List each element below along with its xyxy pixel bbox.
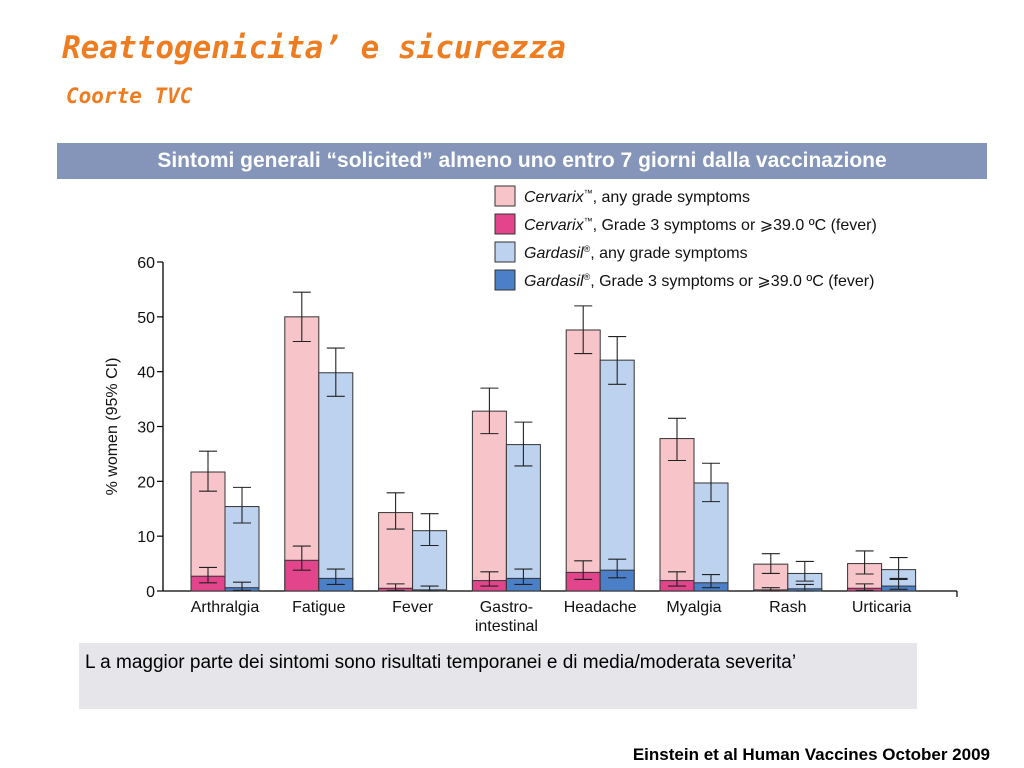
bar-group	[284, 291, 354, 592]
bar-any-grade	[659, 438, 695, 592]
legend-item: Gardasil®, Grade 3 symptoms or ⩾39.0 ºC …	[494, 269, 874, 291]
bar-any-grade	[565, 329, 601, 592]
chart-banner: Sintomi generali “solicited” almeno uno …	[57, 143, 987, 179]
y-tick-label: 50	[137, 310, 155, 327]
bar-any-grade	[505, 444, 541, 592]
y-axis-label: % women (95% CI)	[104, 358, 121, 496]
bar-group	[565, 305, 635, 592]
slide-subtitle: Coorte TVC	[66, 84, 193, 108]
x-tick-label: Gastro-intestinal	[475, 599, 538, 635]
legend-swatch	[494, 213, 516, 235]
legend-label: Gardasil®, Grade 3 symptoms or ⩾39.0 ºC …	[524, 272, 874, 290]
y-tick-label: 30	[137, 420, 155, 437]
chart-bars	[190, 291, 917, 592]
x-tick-label: Fever	[392, 599, 434, 616]
bar-group	[753, 553, 823, 592]
summary-note: L a maggior parte dei sintomi sono risul…	[79, 643, 917, 709]
legend-swatch	[494, 241, 516, 263]
slide-title: Reattogenicita’ e sicurezza	[62, 30, 566, 66]
legend-label: Cervarix™, any grade symptoms	[524, 188, 750, 206]
legend-item: Cervarix™, Grade 3 symptoms or ⩾39.0 ºC …	[494, 213, 877, 235]
x-axis-labels: Arthralgia Fatigue Fever Gastro-intestinal H…	[191, 599, 912, 635]
x-tick-label: Headache	[564, 599, 637, 616]
x-tick-label: Rash	[769, 599, 806, 616]
chart-legend: Cervarix™, any grade symptoms Cervarix™, …	[494, 185, 877, 291]
x-tick-label: Myalgia	[666, 599, 721, 616]
x-tick-label: Urticaria	[852, 599, 912, 616]
y-tick-label: 20	[137, 474, 155, 491]
source-citation: Einstein et al Human Vaccines October 20…	[632, 745, 990, 764]
bar-group	[471, 387, 541, 592]
x-tick-label: Fatigue	[292, 599, 345, 616]
chart-axes: 0 10 20 30 40 50 60 % women (95% CI)	[104, 255, 958, 601]
x-tick-label: Arthralgia	[191, 599, 260, 616]
bar-any-grade	[599, 359, 635, 592]
bar-group	[659, 417, 729, 592]
y-tick-label: 60	[137, 255, 155, 272]
legend-item: Gardasil®, any grade symptoms	[494, 241, 748, 263]
bar-any-grade	[284, 316, 320, 592]
legend-label: Cervarix™, Grade 3 symptoms or ⩾39.0 ºC …	[524, 216, 877, 234]
bar-group	[378, 492, 448, 592]
legend-label: Gardasil®, any grade symptoms	[524, 244, 748, 262]
bar-any-grade	[471, 410, 507, 592]
y-tick-label: 40	[137, 365, 155, 382]
y-tick-label: 0	[146, 584, 155, 601]
legend-item: Cervarix™, any grade symptoms	[494, 185, 750, 207]
bar-group	[190, 450, 260, 592]
y-tick-label: 10	[137, 529, 155, 546]
bar-chart: Cervarix™, any grade symptoms Cervarix™, …	[104, 185, 958, 635]
legend-swatch	[494, 185, 516, 207]
bar-group	[847, 550, 917, 592]
legend-swatch	[494, 269, 516, 291]
bar-any-grade	[318, 372, 354, 592]
